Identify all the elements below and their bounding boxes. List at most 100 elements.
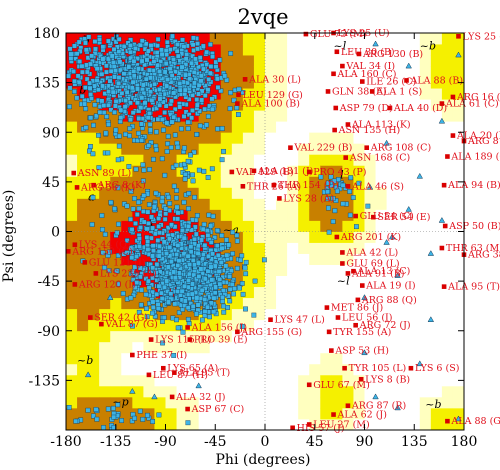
region-cell bbox=[276, 143, 288, 155]
region-cell bbox=[430, 275, 443, 288]
region-cell bbox=[66, 198, 78, 210]
residue-point bbox=[112, 109, 117, 115]
residue-point bbox=[177, 104, 183, 110]
region-cell bbox=[364, 297, 376, 310]
residue-point bbox=[181, 235, 187, 241]
outlier-point bbox=[340, 250, 345, 255]
region-cell bbox=[320, 242, 332, 254]
region-cell bbox=[309, 319, 321, 332]
region-cell bbox=[397, 110, 410, 122]
region-cell bbox=[287, 385, 299, 398]
residue-point bbox=[205, 113, 211, 119]
residue-point bbox=[174, 195, 179, 201]
residue-point bbox=[116, 36, 122, 42]
residue-point bbox=[224, 77, 230, 83]
residue-point bbox=[132, 196, 137, 201]
region-cell bbox=[342, 275, 354, 288]
region-cell bbox=[276, 363, 288, 376]
region-cell bbox=[331, 286, 343, 299]
region-cell bbox=[77, 407, 89, 420]
residue-point bbox=[169, 222, 174, 228]
region-cell bbox=[154, 385, 166, 398]
region-cell bbox=[209, 220, 222, 232]
region-cell bbox=[265, 242, 277, 254]
region-cell bbox=[187, 374, 200, 387]
residue-point bbox=[72, 89, 77, 94]
residue-point bbox=[340, 201, 346, 207]
residue-point bbox=[191, 35, 196, 41]
residue-point bbox=[198, 73, 204, 79]
region-cell bbox=[364, 319, 376, 332]
x-tick-label: 135 bbox=[401, 434, 428, 450]
region-cell bbox=[110, 121, 122, 133]
residue-point bbox=[177, 87, 183, 93]
residue-point bbox=[157, 243, 162, 249]
region-cell bbox=[397, 319, 410, 332]
region-cell bbox=[276, 209, 288, 221]
x-axis-label: Phi (degrees) bbox=[216, 452, 311, 468]
residue-point bbox=[181, 199, 187, 205]
region-cell bbox=[231, 77, 244, 89]
region-cell bbox=[309, 308, 321, 321]
region-cell bbox=[364, 374, 376, 387]
residue-point bbox=[140, 178, 146, 184]
region-cell bbox=[364, 407, 376, 420]
outlier-point bbox=[345, 271, 351, 276]
region-cell bbox=[209, 187, 222, 199]
region-cell bbox=[452, 187, 465, 199]
region-cell bbox=[132, 330, 144, 343]
region-cell bbox=[298, 231, 310, 243]
residue-point bbox=[340, 182, 346, 188]
residue-point bbox=[187, 262, 193, 267]
region-cell bbox=[408, 176, 421, 188]
region-cell bbox=[342, 396, 354, 409]
region-cell bbox=[287, 374, 299, 387]
residue-point bbox=[112, 206, 118, 212]
residue-point bbox=[161, 239, 167, 245]
region-cell bbox=[298, 407, 310, 420]
region-cell bbox=[364, 154, 376, 166]
region-cell bbox=[187, 165, 200, 177]
region-cell bbox=[364, 341, 376, 354]
region-cell bbox=[220, 99, 233, 111]
region-cell bbox=[265, 253, 277, 265]
region-cell bbox=[143, 341, 155, 354]
region-cell bbox=[353, 44, 365, 56]
region-cell bbox=[397, 231, 410, 243]
region-cell bbox=[121, 341, 133, 354]
region-cell bbox=[353, 198, 365, 210]
region-cell bbox=[176, 396, 189, 409]
residue-point bbox=[150, 265, 156, 271]
residue-point bbox=[176, 258, 182, 264]
region-cell bbox=[287, 363, 299, 376]
residue-point bbox=[230, 251, 236, 257]
region-cell bbox=[165, 154, 177, 166]
residue-point bbox=[207, 103, 212, 109]
region-cell bbox=[110, 330, 122, 343]
residue-label: TYR 155 (A) bbox=[333, 327, 391, 338]
y-tick-label: 90 bbox=[42, 125, 60, 141]
residue-point bbox=[330, 196, 336, 201]
residue-label: ALA 13 (C) bbox=[356, 266, 410, 277]
region-cell bbox=[430, 297, 443, 310]
region-cell bbox=[430, 66, 443, 78]
residue-point bbox=[221, 148, 226, 154]
region-cell bbox=[198, 341, 211, 354]
region-cell bbox=[375, 187, 388, 199]
residue-label: MET 86 (J) bbox=[331, 303, 383, 314]
region-cell bbox=[276, 154, 288, 166]
x-tick-label: -135 bbox=[100, 434, 131, 450]
residue-point bbox=[202, 93, 208, 99]
residue-point bbox=[206, 76, 212, 82]
region-cell bbox=[386, 330, 399, 343]
residue-point bbox=[227, 286, 233, 292]
residue-point bbox=[106, 102, 111, 108]
residue-point bbox=[252, 278, 258, 284]
residue-point bbox=[96, 165, 102, 171]
region-cell bbox=[309, 264, 321, 277]
region-cell bbox=[231, 396, 244, 409]
residue-label: ARG 87 (R) bbox=[351, 401, 406, 412]
region-cell bbox=[408, 374, 421, 387]
residue-point bbox=[207, 314, 212, 320]
region-cell bbox=[342, 220, 354, 232]
